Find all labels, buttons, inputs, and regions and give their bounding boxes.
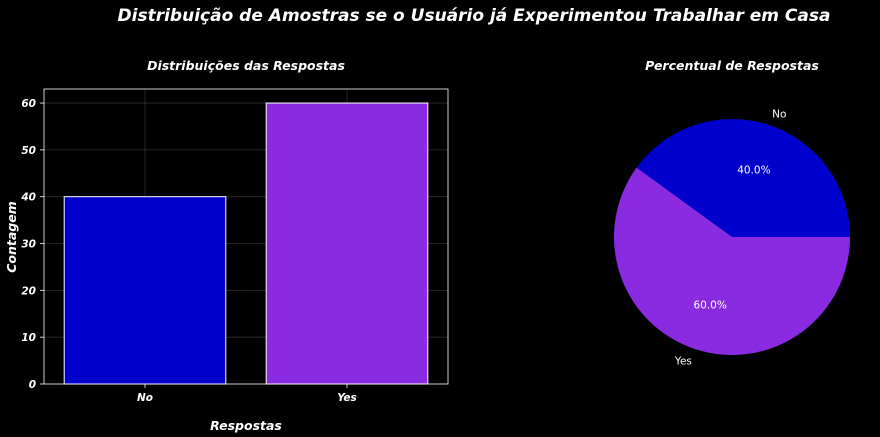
bar-series: [63, 102, 429, 385]
bar-yes: [265, 102, 429, 385]
bar-chart: Distribuições das Respostas 0 10 20 30 40 50 6…: [4, 58, 449, 433]
figure-suptitle: Distribuição de Amostras se o Usuário já…: [118, 6, 831, 26]
bar-chart-title: Distribuições das Respostas: [147, 58, 345, 73]
bar-x-axis-label: Respostas: [210, 418, 282, 433]
pie-slice-yes: [613, 167, 850, 356]
bar-y-tick-label: 20: [21, 285, 36, 297]
bar-y-tick-label: 60: [21, 98, 36, 110]
bar-y-tick-label: 10: [21, 332, 36, 344]
pie-labels: No 40.0% Yes 60.0%: [674, 109, 786, 368]
pie-chart: Percentual de Respostas No 40.0% Yes 60.0%: [613, 58, 850, 368]
pie-slices: [613, 119, 850, 356]
bar-x-ticks: No Yes: [137, 384, 357, 404]
bar-y-tick-label: 40: [20, 192, 36, 204]
pie-slice-no: [636, 119, 850, 237]
bar-plot-frame: [43, 88, 449, 385]
bar-no: [63, 196, 227, 385]
bar-y-tick-label: 50: [21, 145, 36, 157]
pie-label-yes: Yes: [674, 355, 692, 367]
bar-y-axis-label: Contagem: [4, 201, 19, 273]
pie-label-no: No: [772, 109, 786, 121]
pie-chart-title: Percentual de Respostas: [645, 58, 819, 73]
bar-y-ticks: 0 10 20 30 40 50 60: [20, 98, 44, 391]
pie-pct-yes: 60.0%: [693, 299, 726, 311]
bar-x-tick-label: No: [137, 392, 153, 404]
bar-y-tick-label: 0: [29, 379, 36, 391]
bar-x-tick-label: Yes: [337, 392, 357, 404]
bar-y-tick-label: 30: [21, 239, 36, 251]
pie-pct-no: 40.0%: [737, 165, 770, 177]
